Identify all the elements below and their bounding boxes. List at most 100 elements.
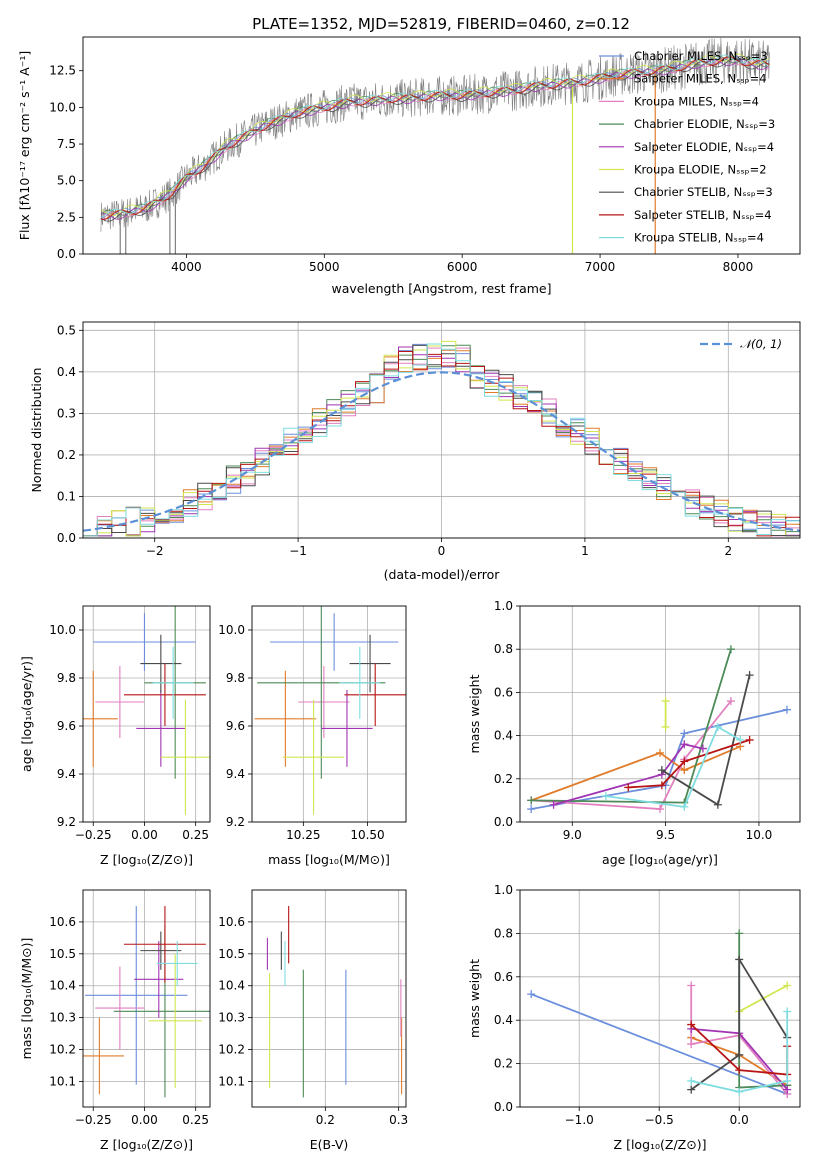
series-point — [661, 722, 670, 731]
histogram-plot — [83, 340, 800, 537]
y-tick-label: 0.3 — [57, 406, 76, 420]
y-tick-label: 10.4 — [218, 979, 245, 993]
series-line — [530, 745, 741, 802]
mw_age-xlabel: age [log₁₀(age/yr)] — [602, 852, 718, 867]
mass_Z-ylabel: mass [log₁₀(M/M⊙)] — [19, 938, 34, 1060]
model-spectrum-line — [100, 54, 770, 218]
series-point — [687, 981, 696, 990]
series-point — [713, 722, 722, 731]
series-point — [687, 1085, 696, 1094]
y-tick-label: 9.6 — [57, 719, 76, 733]
axes-frame — [251, 889, 407, 1108]
series-line — [530, 993, 788, 1095]
x-tick-label: 10.50 — [350, 828, 384, 842]
x-tick-label: 6000 — [447, 260, 478, 274]
legend-label: Chabrier MILES, Nₛₛₚ=3 — [634, 49, 768, 63]
model-spectrum-line — [100, 55, 770, 216]
x-tick-label: 10.25 — [286, 828, 320, 842]
y-tick-label: 10.2 — [218, 1043, 245, 1057]
mw_Z-ylabel: mass weight — [467, 959, 482, 1038]
y-tick-label: 10.5 — [49, 947, 76, 961]
mw_age-ylabel: mass weight — [467, 674, 482, 753]
figure-title: PLATE=1352, MJD=52819, FIBERID=0460, z=0… — [252, 15, 630, 33]
series-point — [783, 981, 792, 990]
legend-label: Salpeter STELIB, Nₛₛₚ=4 — [634, 208, 772, 222]
mass_ebv-plot — [266, 905, 403, 1098]
y-tick-label: 5.0 — [57, 174, 76, 188]
y-tick-label: 9.4 — [226, 767, 245, 781]
series-line — [690, 985, 788, 1095]
series-line — [553, 743, 704, 806]
series-line — [531, 708, 788, 810]
axes-frame — [82, 605, 211, 823]
y-tick-label: 0.8 — [494, 642, 513, 656]
y-tick-label: 0.6 — [494, 685, 513, 699]
y-tick-label: 0.5 — [57, 323, 76, 337]
x-tick-label: −0.5 — [645, 1113, 674, 1127]
axes-frame — [519, 889, 801, 1108]
series-point — [735, 1066, 744, 1075]
y-tick-label: 12.5 — [49, 64, 76, 78]
mass_Z-xlabel: Z [log₁₀(Z/Z⊙)] — [100, 1137, 193, 1152]
mw_Z-xlabel: Z [log₁₀(Z/Z⊙)] — [614, 1137, 707, 1152]
y-tick-label: 0.4 — [494, 729, 513, 743]
y-tick-label: 0.2 — [494, 1057, 513, 1071]
x-tick-label: −0.25 — [75, 828, 112, 842]
x-tick-label: 0.00 — [131, 1113, 158, 1127]
x-tick-label: −1 — [289, 544, 307, 558]
y-tick-label: 10.0 — [218, 623, 245, 637]
x-tick-label: 0.2 — [316, 1113, 335, 1127]
series-point — [687, 1040, 696, 1049]
series-line — [691, 1011, 789, 1093]
series-point — [680, 740, 689, 749]
series-point — [687, 1076, 696, 1085]
spectrum-plot — [100, 37, 770, 254]
y-tick-label: 0.8 — [494, 926, 513, 940]
model-spectrum-line — [100, 53, 770, 216]
series-point — [661, 697, 670, 706]
series-point — [726, 697, 735, 706]
x-tick-label: 0.25 — [182, 828, 209, 842]
y-tick-label: 0.1 — [57, 489, 76, 503]
axes-frame — [82, 36, 801, 255]
series-line — [628, 739, 750, 789]
axes-frame — [82, 889, 211, 1108]
x-tick-label: 0 — [438, 544, 446, 558]
x-tick-label: 9.0 — [563, 828, 582, 842]
axes-frame — [251, 605, 407, 823]
series-point — [656, 748, 664, 757]
x-tick-label: −1.0 — [565, 1113, 594, 1127]
y-tick-label: 0.0 — [57, 531, 76, 545]
y-tick-label: 10.4 — [49, 979, 76, 993]
series-line — [531, 700, 732, 810]
x-tick-label: 2 — [724, 544, 732, 558]
axes-frame — [82, 321, 801, 539]
series-point — [735, 929, 744, 938]
spectrum-xlabel: wavelength [Angstrom, rest frame] — [331, 281, 551, 296]
series-point — [782, 705, 791, 714]
y-tick-label: 1.0 — [494, 883, 513, 897]
series-line — [690, 956, 788, 1091]
x-tick-label: −2 — [146, 544, 164, 558]
y-tick-label: 1.0 — [494, 599, 513, 613]
y-tick-label: 9.8 — [57, 671, 76, 685]
x-tick-label: 8000 — [723, 260, 754, 274]
age_Z-plot — [83, 606, 210, 815]
y-tick-label: 9.6 — [226, 719, 245, 733]
age_mass-plot — [254, 606, 406, 815]
series-point — [713, 800, 722, 809]
axes-age_mass: 10.25 10.50 9.2 9.4 9.6 9.8 10.0 — [218, 606, 406, 842]
histogram-ylabel: Normed distribution — [29, 368, 44, 493]
series-point — [680, 729, 689, 738]
y-tick-label: 10.2 — [49, 1043, 76, 1057]
series-point — [680, 757, 689, 766]
x-tick-label: 1 — [581, 544, 589, 558]
y-tick-label: 0.4 — [494, 1013, 513, 1027]
axes-frame — [519, 605, 801, 823]
series-point — [745, 735, 754, 744]
age_Z-xlabel: Z [log₁₀(Z/Z⊙)] — [100, 852, 193, 867]
y-tick-label: 0.4 — [57, 365, 76, 379]
y-tick-label: 0.0 — [494, 815, 513, 829]
series-point — [736, 735, 745, 744]
histogram-step — [83, 343, 800, 537]
